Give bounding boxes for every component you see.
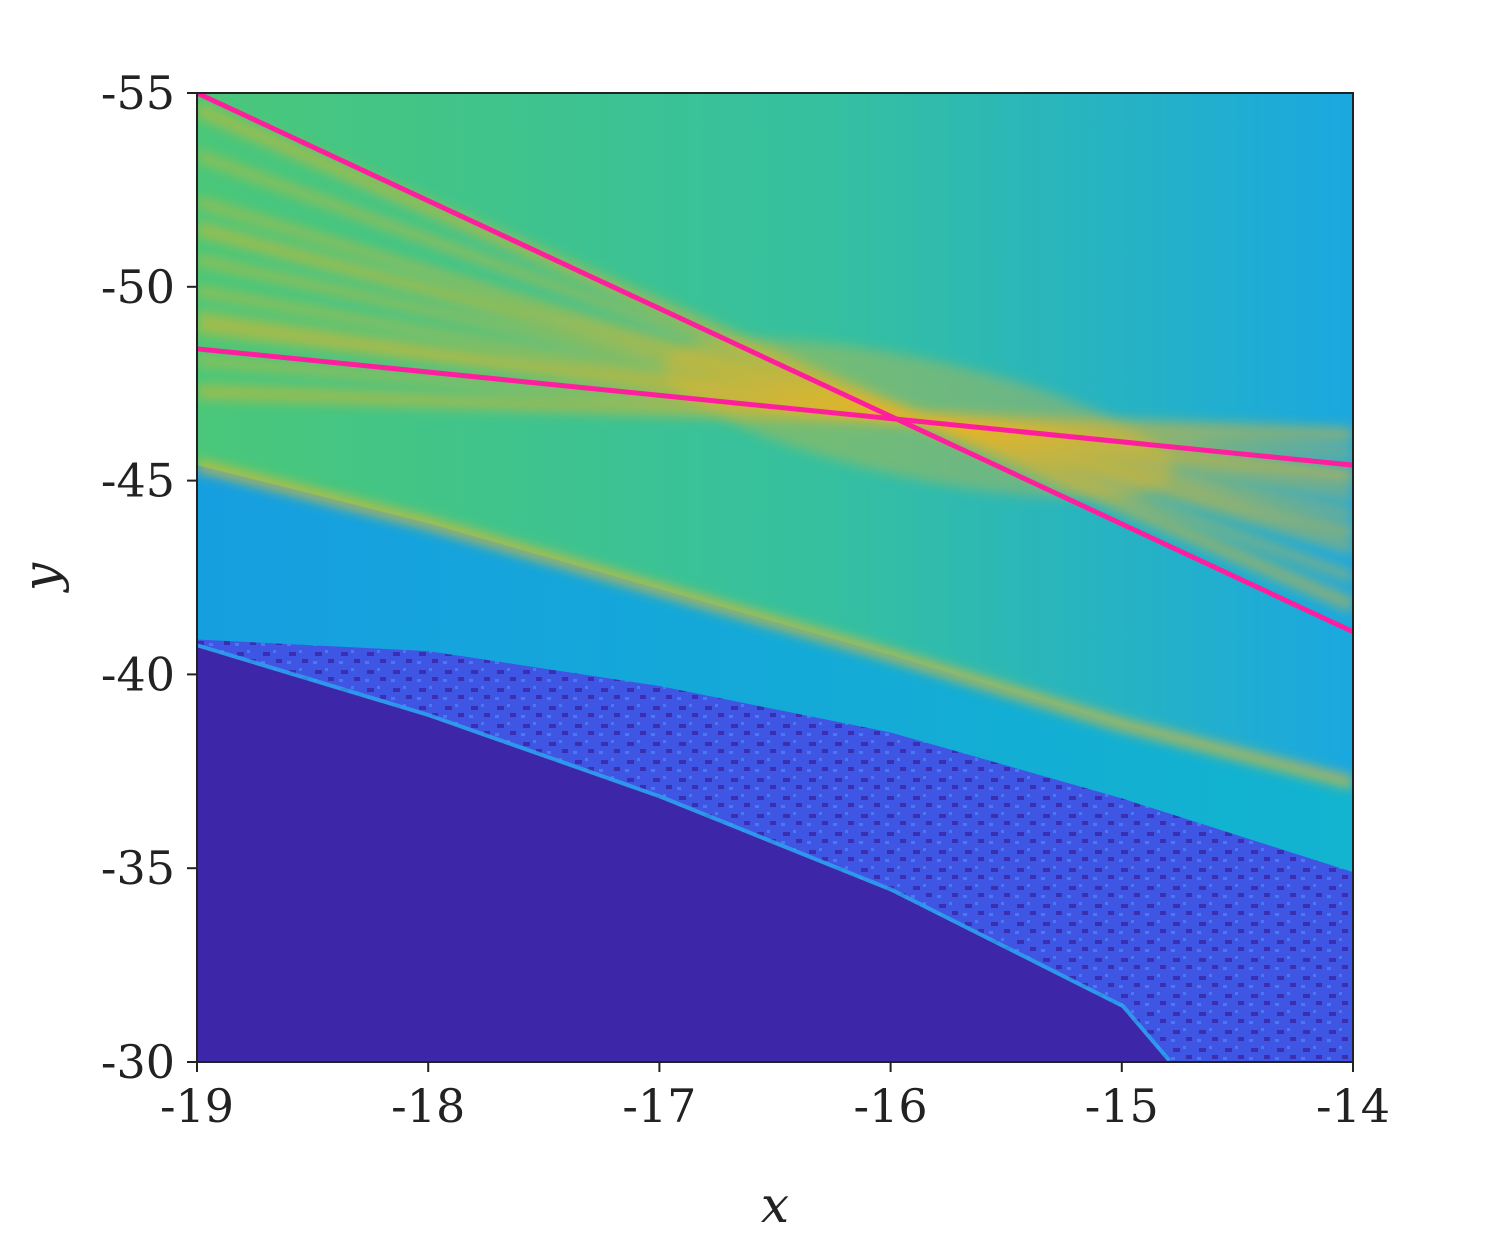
y-tick-label: -40 bbox=[101, 647, 175, 701]
heatmap-plot-area bbox=[197, 93, 1353, 1062]
yellow-streaks bbox=[197, 102, 1353, 612]
x-tick-label: -18 bbox=[391, 1079, 465, 1133]
dark-lower-region bbox=[197, 647, 1168, 1062]
y-tick-label: -55 bbox=[101, 66, 175, 120]
x-axis: -19 -18 -17 -16 -15 -14 bbox=[160, 1062, 1390, 1133]
y-axis: -55 -50 -45 -40 -35 -30 bbox=[101, 66, 197, 1089]
x-tick-label: -16 bbox=[854, 1079, 928, 1133]
x-tick-label: -19 bbox=[160, 1079, 234, 1133]
crossing-glow bbox=[663, 338, 1173, 499]
x-tick-label: -14 bbox=[1316, 1079, 1390, 1133]
y-axis-label: y bbox=[12, 562, 70, 593]
yellow-band-edge bbox=[197, 460, 1353, 788]
y-tick-label: -45 bbox=[101, 454, 175, 508]
x-tick-label: -17 bbox=[622, 1079, 696, 1133]
y-tick-label: -35 bbox=[101, 841, 175, 895]
x-axis-label: x bbox=[761, 1176, 789, 1234]
y-tick-label: -50 bbox=[101, 260, 175, 314]
plot-frame bbox=[196, 92, 1354, 1063]
steep-line bbox=[197, 93, 1353, 635]
x-tick-label: -15 bbox=[1085, 1079, 1159, 1133]
y-tick-label: -30 bbox=[101, 1035, 175, 1089]
overlay-lines bbox=[197, 93, 1353, 635]
shallow-line bbox=[197, 346, 1353, 468]
